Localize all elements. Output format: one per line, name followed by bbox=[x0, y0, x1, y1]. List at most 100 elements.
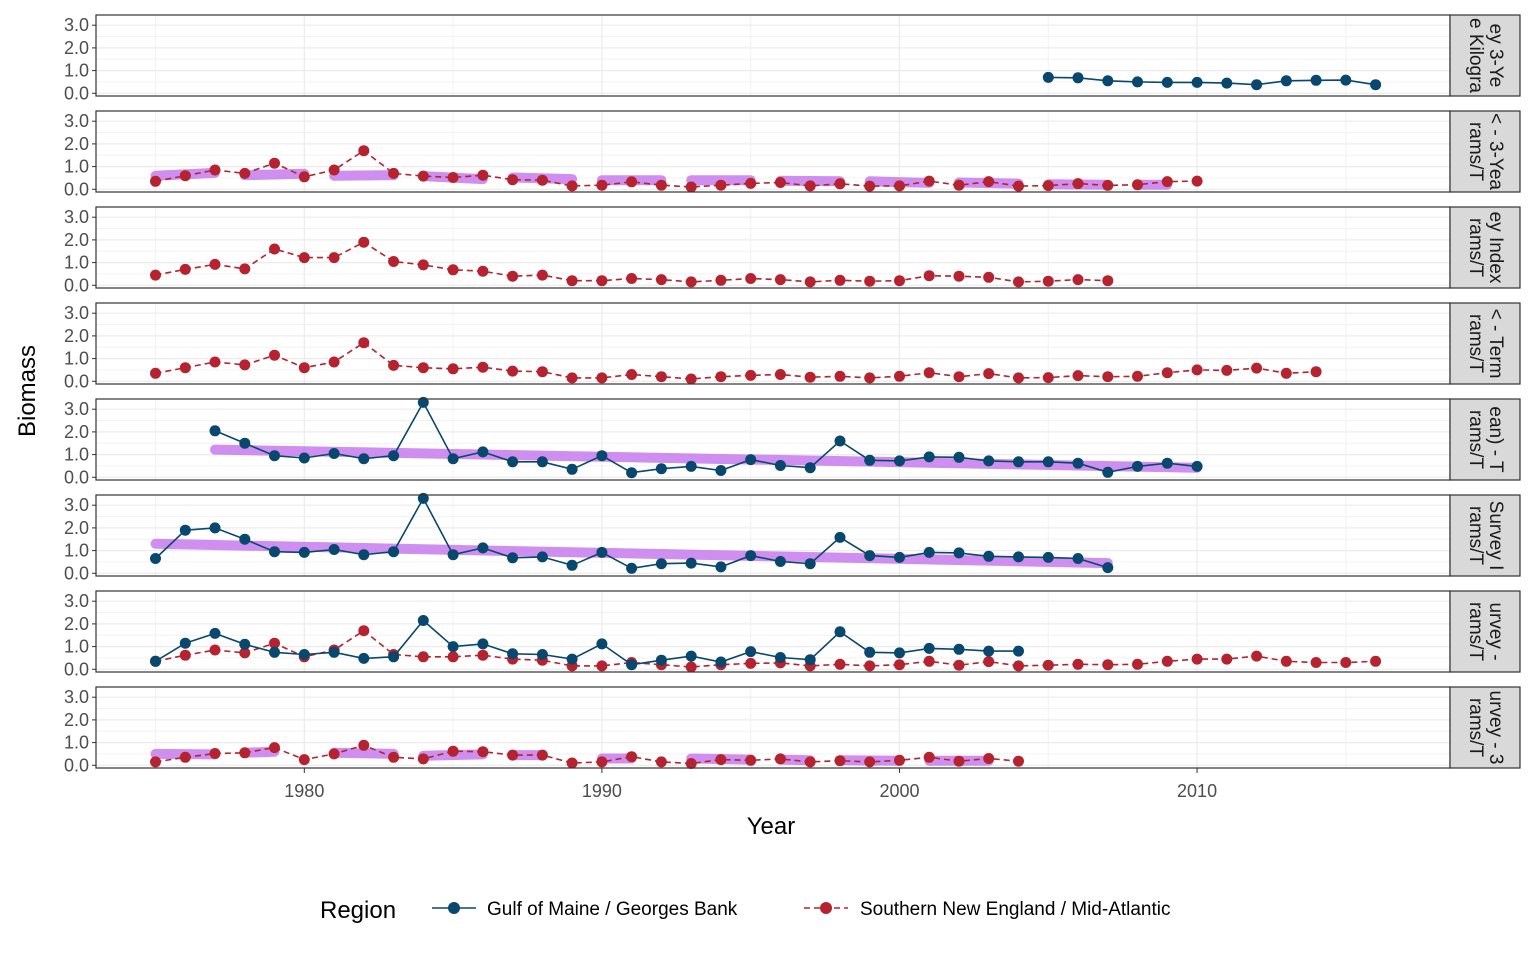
data-point-sne bbox=[417, 753, 429, 765]
data-point-gom bbox=[536, 551, 548, 563]
data-point-sne bbox=[1013, 660, 1024, 672]
data-point-gom bbox=[269, 546, 280, 558]
data-point-gom bbox=[983, 550, 995, 562]
data-point-sne bbox=[388, 359, 400, 371]
data-point-gom bbox=[983, 645, 995, 657]
data-point-sne bbox=[388, 751, 400, 763]
data-point-sne bbox=[1221, 364, 1233, 376]
data-point-gom bbox=[655, 463, 667, 475]
data-point-sne bbox=[655, 756, 667, 768]
data-point-sne bbox=[774, 369, 786, 380]
y-tick-label: 3.0 bbox=[64, 303, 89, 323]
data-point-gom bbox=[417, 492, 429, 504]
data-point-gom bbox=[685, 460, 697, 472]
data-point-sne bbox=[239, 359, 251, 371]
y-tick-label: 0.0 bbox=[64, 563, 89, 583]
data-point-gom bbox=[269, 646, 280, 658]
data-point-sne bbox=[953, 270, 965, 282]
data-point-gom bbox=[655, 558, 667, 570]
data-point-gom bbox=[923, 642, 935, 654]
data-point-sne bbox=[269, 157, 280, 169]
data-point-sne bbox=[417, 651, 429, 663]
y-tick-label: 1.0 bbox=[64, 733, 89, 753]
data-point-sne bbox=[1132, 179, 1143, 191]
legend-label-sne: Southern New England / Mid-Atlantic bbox=[860, 899, 1171, 920]
data-point-sne bbox=[834, 178, 846, 190]
facet-strip-text-group: ey 3-Yee Kilogra bbox=[1465, 18, 1506, 93]
data-point-sne bbox=[536, 174, 548, 186]
data-point-gom bbox=[239, 437, 251, 449]
data-point-sne bbox=[566, 757, 578, 769]
data-point-gom bbox=[298, 452, 310, 464]
data-point-sne bbox=[626, 369, 638, 380]
data-point-gom bbox=[1132, 76, 1143, 88]
y-tick-label: 1.0 bbox=[64, 157, 89, 177]
x-tick-label: 1990 bbox=[582, 781, 622, 801]
y-tick-label: 2.0 bbox=[64, 614, 89, 634]
data-point-sne bbox=[507, 270, 519, 282]
data-point-sne bbox=[804, 180, 816, 192]
data-point-sne bbox=[269, 243, 280, 255]
data-point-sne bbox=[209, 748, 221, 759]
data-point-sne bbox=[596, 179, 608, 191]
data-point-sne bbox=[388, 256, 400, 267]
facet-strip-label-line: < - 3-Yea bbox=[1485, 113, 1506, 190]
data-point-gom bbox=[745, 454, 757, 466]
data-point-gom bbox=[536, 456, 548, 468]
data-point-gom bbox=[150, 655, 161, 667]
facet-strip-text-group: Survey Irams/T bbox=[1465, 501, 1506, 571]
data-point-gom bbox=[1340, 74, 1352, 86]
data-point-gom bbox=[715, 656, 727, 668]
data-point-sne bbox=[1072, 658, 1084, 670]
data-point-sne bbox=[953, 371, 965, 383]
y-tick-label: 1.0 bbox=[64, 541, 89, 561]
data-point-sne bbox=[953, 659, 965, 671]
facet-strip-text-group: ey Indexrams/T bbox=[1465, 212, 1506, 284]
legend-key-gom-point bbox=[448, 902, 460, 914]
panel-5: 0.01.0 2.0 3.0 ean) - Trams/T bbox=[64, 396, 1521, 487]
data-point-sne bbox=[1102, 371, 1114, 383]
data-point-sne bbox=[269, 637, 280, 649]
panel-2: 0.01.0 2.0 3.0 < - 3-Yearams/T bbox=[64, 110, 1521, 199]
data-point-gom bbox=[596, 450, 608, 462]
facet-strip-label-line: Survey I bbox=[1485, 501, 1506, 571]
data-point-gom bbox=[298, 546, 310, 558]
data-point-sne bbox=[447, 172, 459, 183]
data-point-sne bbox=[1251, 362, 1263, 374]
data-point-gom bbox=[269, 450, 280, 462]
facet-strip-label-line: urvey - bbox=[1485, 602, 1506, 660]
data-point-sne bbox=[1251, 650, 1263, 662]
facet-strip-label-line: e Kilogra bbox=[1465, 18, 1486, 93]
data-point-sne bbox=[864, 756, 876, 768]
data-point-gom bbox=[417, 396, 429, 408]
data-point-sne bbox=[477, 265, 489, 277]
data-point-sne bbox=[834, 658, 846, 670]
data-point-sne bbox=[685, 373, 697, 385]
data-point-sne bbox=[953, 755, 965, 767]
data-point-sne bbox=[864, 180, 876, 192]
data-point-sne bbox=[1370, 655, 1382, 667]
panel-background bbox=[96, 687, 1450, 768]
data-point-sne bbox=[1013, 276, 1024, 288]
facet-strip-text-group: < - 3-Yearams/T bbox=[1465, 113, 1506, 190]
data-point-sne bbox=[150, 756, 161, 768]
data-point-sne bbox=[626, 273, 638, 284]
panel-6: 0.01.0 2.0 3.0 Survey Irams/T bbox=[64, 492, 1521, 583]
data-point-sne bbox=[1072, 178, 1084, 190]
data-point-sne bbox=[715, 179, 727, 191]
data-point-gom bbox=[834, 626, 846, 638]
data-point-sne bbox=[298, 252, 310, 264]
facet-strip bbox=[1449, 110, 1521, 193]
facet-strip-label-line: rams/T bbox=[1465, 218, 1486, 278]
data-point-gom bbox=[745, 646, 757, 658]
data-point-gom bbox=[179, 524, 191, 536]
x-tick-label: 1980 bbox=[284, 781, 324, 801]
data-point-gom bbox=[1102, 562, 1114, 574]
data-point-gom bbox=[1072, 553, 1084, 564]
data-point-gom bbox=[864, 550, 876, 562]
data-point-gom bbox=[745, 550, 757, 562]
data-point-gom bbox=[477, 542, 489, 554]
y-tick-label: 3.0 bbox=[64, 687, 89, 707]
data-point-gom bbox=[388, 450, 400, 462]
data-point-gom bbox=[894, 551, 905, 563]
